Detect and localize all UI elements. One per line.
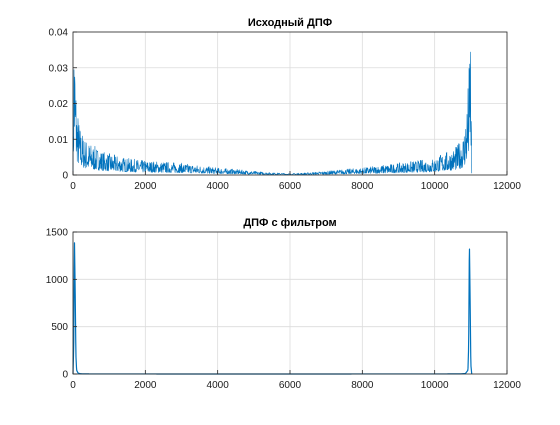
x-tick-label: 10000: [421, 181, 449, 192]
chart-title: Исходный ДПФ: [248, 17, 332, 29]
y-tick-label: 1000: [46, 275, 69, 286]
x-tick-label: 8000: [351, 181, 374, 192]
subplot-original-dft: 0 2000 4000 6000 8000 10000 12000 0 0.01 0.02 0.03…: [49, 17, 522, 192]
y-tick-label: 0.02: [49, 99, 69, 110]
y-tick-label: 1500: [46, 228, 69, 239]
x-tick-label: 8000: [351, 380, 374, 391]
x-tick-label: 6000: [279, 380, 302, 391]
x-tick-label: 4000: [207, 181, 230, 192]
x-tick-label: 4000: [207, 380, 230, 391]
y-tick-label: 0.04: [49, 28, 69, 39]
y-tick-label: 0: [62, 171, 68, 182]
x-tick-label: 12000: [493, 181, 521, 192]
x-tick-label: 0: [70, 181, 76, 192]
x-tick-label: 10000: [421, 380, 449, 391]
x-tick-label: 6000: [279, 181, 302, 192]
x-tick-label: 2000: [134, 380, 157, 391]
series-line: [72, 51, 473, 176]
x-tick-label: 12000: [493, 380, 521, 391]
y-tick-label: 0.03: [49, 63, 69, 74]
y-tick-label: 0: [62, 370, 68, 381]
x-tick-label: 0: [70, 380, 76, 391]
y-tick-label: 500: [51, 322, 68, 333]
subplot-filtered-dft: 0 2000 4000 6000 8000 10000 12000 0 500 1000 1500 Д…: [46, 217, 522, 391]
series-line: [72, 242, 473, 375]
y-tick-label: 0.01: [49, 135, 69, 146]
x-tick-label: 2000: [134, 181, 157, 192]
chart-title: ДПФ с фильтром: [243, 217, 336, 229]
